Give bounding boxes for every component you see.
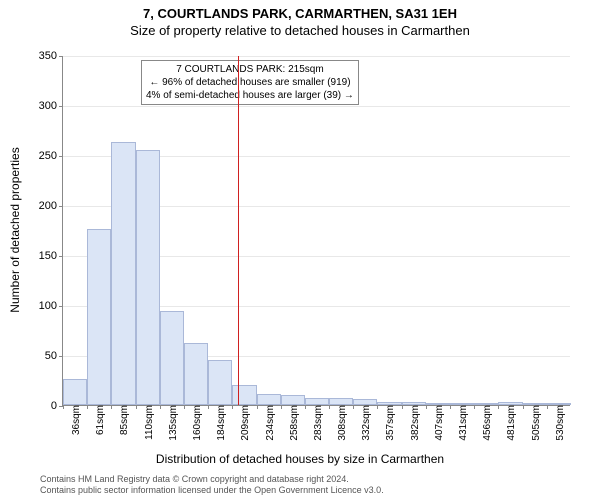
x-tick-label: 234sqm [261,405,276,441]
histogram-bar [184,343,208,405]
x-tick-mark [402,405,403,409]
y-tick-mark [59,156,63,157]
x-tick-label: 530sqm [551,405,566,441]
histogram-bar [305,398,329,405]
footer-attribution: Contains HM Land Registry data © Crown c… [40,474,384,497]
y-tick-label: 150 [19,250,63,262]
x-tick-label: 85sqm [115,405,130,435]
y-tick-mark [59,306,63,307]
histogram-bar [136,150,160,405]
x-tick-label: 481sqm [502,405,517,441]
histogram-bar [232,385,256,405]
x-tick-label: 505sqm [527,405,542,441]
x-tick-label: 258sqm [285,405,300,441]
histogram-bar [87,229,111,405]
chart-title-sub: Size of property relative to detached ho… [0,21,600,38]
y-tick-mark [59,356,63,357]
histogram-bar [208,360,232,405]
y-tick-mark [59,106,63,107]
annotation-line3: 4% of semi-detached houses are larger (3… [146,89,354,102]
x-tick-label: 110sqm [140,405,155,440]
x-tick-label: 61sqm [91,405,106,435]
y-tick-label: 100 [19,300,63,312]
histogram-bar [63,379,87,405]
x-tick-label: 332sqm [357,405,372,441]
x-tick-label: 36sqm [67,405,82,435]
footer-line1: Contains HM Land Registry data © Crown c… [40,474,384,485]
y-tick-label: 200 [19,200,63,212]
x-tick-mark [450,405,451,409]
plot-region: 7 COURTLANDS PARK: 215sqm ← 96% of detac… [62,56,570,406]
x-tick-mark [208,405,209,409]
x-tick-mark [474,405,475,409]
x-tick-mark [87,405,88,409]
x-axis-label: Distribution of detached houses by size … [0,452,600,466]
histogram-bar [160,311,184,405]
x-tick-mark [63,405,64,409]
gridline [63,106,570,107]
histogram-bar [257,394,281,405]
x-tick-label: 283sqm [309,405,324,441]
x-tick-label: 209sqm [236,405,251,441]
x-tick-mark [426,405,427,409]
x-tick-mark [184,405,185,409]
x-tick-label: 456sqm [478,405,493,441]
chart-title-address: 7, COURTLANDS PARK, CARMARTHEN, SA31 1EH [0,0,600,21]
y-tick-label: 250 [19,150,63,162]
x-tick-mark [305,405,306,409]
footer-line2: Contains public sector information licen… [40,485,384,496]
y-tick-label: 50 [19,350,63,362]
x-tick-label: 407sqm [430,405,445,441]
x-tick-label: 160sqm [188,405,203,441]
x-tick-label: 135sqm [164,405,179,441]
annotation-box: 7 COURTLANDS PARK: 215sqm ← 96% of detac… [141,60,359,105]
x-tick-label: 382sqm [406,405,421,441]
x-tick-mark [136,405,137,409]
x-tick-mark [377,405,378,409]
histogram-bar [329,398,353,405]
y-tick-mark [59,56,63,57]
y-axis-label: Number of detached properties [8,147,22,312]
chart-area: 7 COURTLANDS PARK: 215sqm ← 96% of detac… [62,56,570,406]
x-tick-mark [547,405,548,409]
x-tick-mark [353,405,354,409]
y-tick-mark [59,256,63,257]
histogram-bar [281,395,305,405]
annotation-line1: 7 COURTLANDS PARK: 215sqm [146,63,354,76]
x-tick-mark [329,405,330,409]
x-tick-label: 431sqm [454,405,469,441]
annotation-line2: ← 96% of detached houses are smaller (91… [146,76,354,89]
x-tick-mark [232,405,233,409]
y-tick-label: 0 [19,400,63,412]
x-tick-mark [160,405,161,409]
y-tick-label: 350 [19,50,63,62]
x-tick-label: 184sqm [212,405,227,441]
x-tick-label: 308sqm [333,405,348,441]
y-tick-mark [59,206,63,207]
x-tick-mark [111,405,112,409]
histogram-bar [111,142,135,405]
x-tick-mark [523,405,524,409]
x-tick-label: 357sqm [381,405,396,441]
reference-line [238,56,239,405]
x-tick-mark [281,405,282,409]
gridline [63,56,570,57]
x-tick-mark [498,405,499,409]
x-tick-mark [257,405,258,409]
y-tick-label: 300 [19,100,63,112]
